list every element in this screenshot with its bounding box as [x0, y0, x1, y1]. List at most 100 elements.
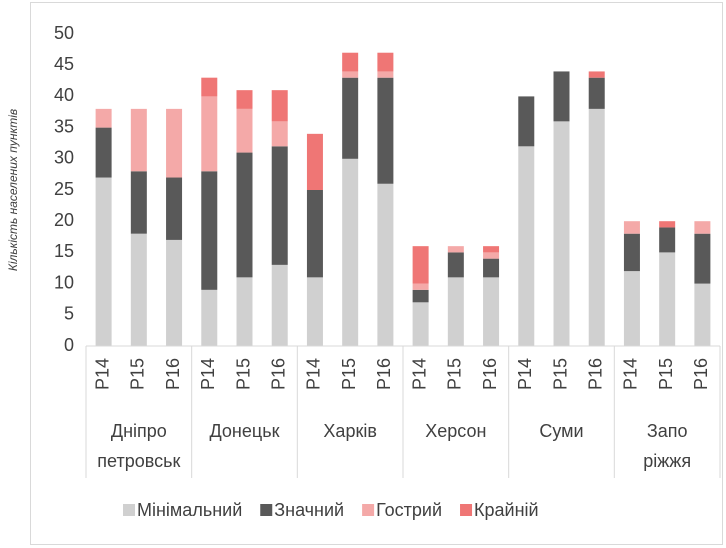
x-tick-label: P15 [656, 358, 676, 390]
bar-segment [588, 108, 605, 346]
y-tick-label: 20 [54, 210, 74, 230]
x-tick-label: P14 [198, 358, 218, 390]
y-tick-label: 10 [54, 272, 74, 292]
bar-segment [588, 71, 605, 78]
bar-segment [483, 252, 500, 259]
x-tick-label: P16 [374, 358, 394, 390]
bar-segment [483, 258, 500, 278]
legend-swatch [123, 504, 135, 516]
bar-segment [553, 71, 570, 122]
bar-segment [694, 233, 711, 284]
bar-segment [201, 96, 218, 172]
bar-segment [377, 71, 394, 78]
bar-segment [95, 127, 112, 178]
bar-segment [130, 108, 147, 172]
bar-segment [306, 133, 323, 190]
bar-segment [447, 252, 464, 278]
bar-segment [166, 177, 183, 240]
group-label: Донецьк [210, 421, 280, 441]
legend-label: Крайній [474, 500, 539, 520]
bar-segment [201, 77, 218, 97]
bar-segment [201, 289, 218, 346]
bar-segment [236, 152, 253, 278]
x-tick-label: P16 [585, 358, 605, 390]
y-tick-label: 25 [54, 179, 74, 199]
bar-segment [377, 77, 394, 184]
bar-segment [271, 90, 288, 122]
bar-segment [447, 246, 464, 253]
x-tick-label: P15 [550, 358, 570, 390]
bar-segment [447, 277, 464, 346]
y-tick-label: 50 [54, 23, 74, 43]
bar-segment [95, 108, 112, 128]
bar-segment [518, 96, 535, 147]
bar-segment [553, 121, 570, 346]
bar-segment [623, 233, 640, 272]
legend-swatch [362, 504, 375, 516]
group-label: Дніпро [111, 421, 167, 441]
bar-segment [483, 277, 500, 346]
bar-segment [342, 77, 359, 159]
group-label: ріжжя [643, 451, 691, 471]
bar-segment [377, 183, 394, 346]
legend-label: Значний [274, 500, 344, 520]
x-tick-label: P15 [339, 358, 359, 390]
bar-segment [412, 246, 429, 284]
bar-segment [694, 283, 711, 346]
legend-swatch [460, 504, 473, 516]
group-label: Херсон [425, 421, 486, 441]
bar-segment [623, 221, 640, 234]
x-tick-label: P14 [304, 358, 324, 390]
legend-swatch [260, 504, 273, 516]
bar-segment [412, 289, 429, 303]
bar-segment [271, 146, 288, 265]
bar-segment [306, 277, 323, 346]
bar-segment [271, 121, 288, 147]
bar-segment [659, 227, 676, 253]
chart-frame [30, 2, 723, 545]
bar-segment [236, 277, 253, 346]
bar-segment [342, 158, 359, 346]
legend-label: Мінімальний [137, 500, 242, 520]
bar-segment [483, 246, 500, 253]
y-tick-label: 15 [54, 241, 74, 261]
bar-segment [694, 221, 711, 234]
bar-segment [342, 52, 359, 72]
x-tick-label: P15 [445, 358, 465, 390]
y-tick-label: 30 [54, 148, 74, 168]
y-tick-label: 0 [64, 335, 74, 355]
x-tick-label: P16 [691, 358, 711, 390]
bar-segment [342, 71, 359, 78]
group-label: Харків [323, 421, 376, 441]
x-tick-label: P16 [163, 358, 183, 390]
bar-segment [236, 108, 253, 153]
group-label: петровськ [97, 451, 180, 471]
bar-segment [95, 177, 112, 346]
x-tick-label: P14 [92, 358, 112, 390]
bar-segment [518, 146, 535, 346]
bar-segment [588, 77, 605, 109]
bar-segment [623, 271, 640, 346]
legend-label: Гострий [376, 500, 442, 520]
bar-segment [659, 252, 676, 346]
bar-segment [412, 302, 429, 346]
x-tick-label: P16 [480, 358, 500, 390]
bar-segment [377, 52, 394, 72]
bar-segment [236, 90, 253, 109]
bar-segment [201, 171, 218, 290]
x-tick-label: P15 [233, 358, 253, 390]
x-tick-label: P14 [515, 358, 535, 390]
x-tick-label: P15 [128, 358, 148, 390]
y-tick-label: 40 [54, 85, 74, 105]
group-label: Запо [647, 421, 688, 441]
x-tick-label: P16 [268, 358, 288, 390]
x-tick-label: P14 [409, 358, 429, 390]
bar-segment [659, 221, 676, 228]
y-tick-label: 5 [64, 304, 74, 324]
bar-segment [271, 264, 288, 346]
bar-segment [166, 239, 183, 346]
y-tick-label: 45 [54, 54, 74, 74]
bar-segment [412, 283, 429, 290]
bar-segment [166, 108, 183, 178]
bar-segment [306, 190, 323, 278]
